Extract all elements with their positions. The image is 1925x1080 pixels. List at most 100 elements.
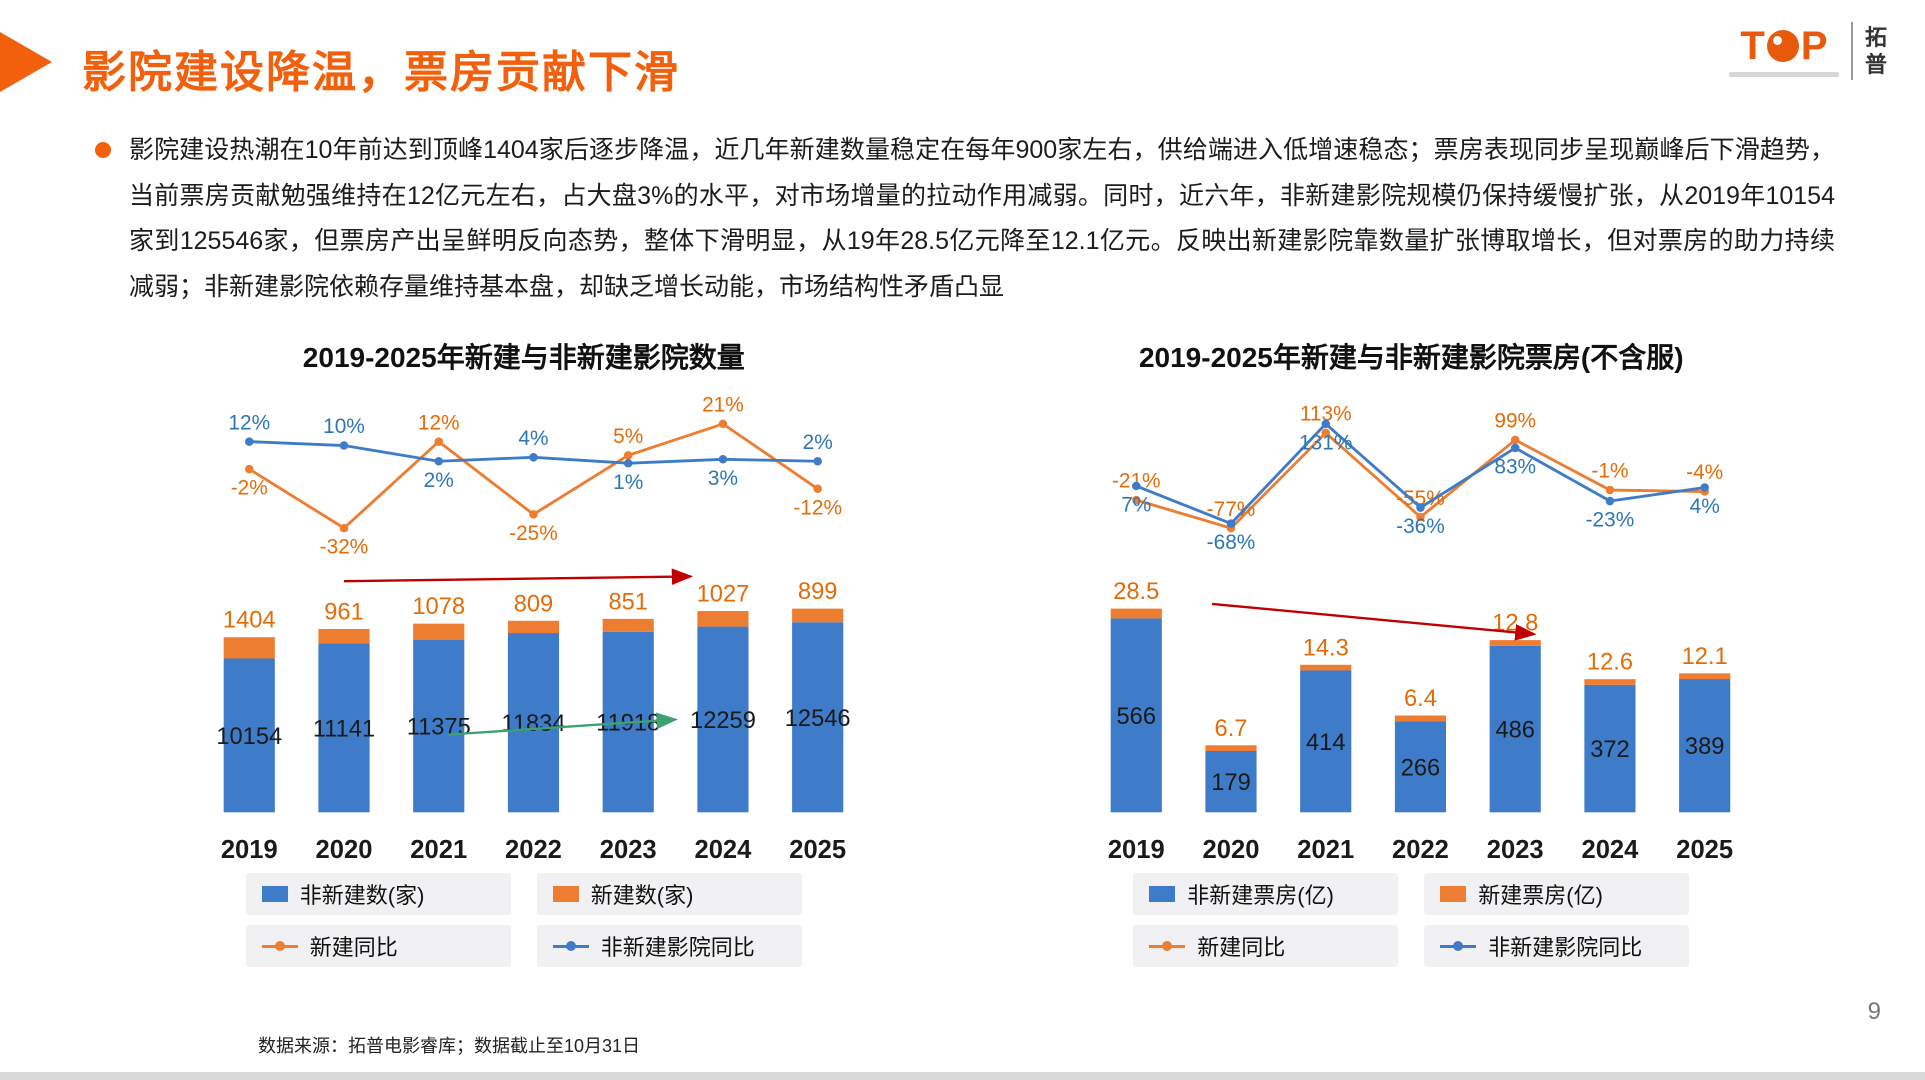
logo-wordmark: T P bbox=[1728, 23, 1839, 77]
bar-cap-value-label: 12.1 bbox=[1682, 644, 1728, 670]
legend-item-nonnew-count: 非新建数(家) bbox=[245, 873, 511, 916]
x-axis-year-label: 2025 bbox=[789, 836, 846, 864]
bar-cap-value-label: 6.7 bbox=[1215, 716, 1248, 742]
x-axis-year-label: 2020 bbox=[315, 836, 372, 864]
summary-bullet: 影院建设热潮在10年前达到顶峰1404家后逐步降温，近几年新建数量稳定在每年90… bbox=[95, 128, 1835, 310]
trend-arrow bbox=[343, 568, 693, 585]
legend-label: 新建同比 bbox=[309, 935, 398, 961]
slide-header: 影院建设降温，票房贡献下滑 T P 拓 普 bbox=[0, 0, 1925, 110]
boxoffice-chart-block: 2019-2025年新建与非新建影院票房(不含服) 566 28.5 2019 179… bbox=[998, 336, 1826, 968]
bar-cap-value-label: 1027 bbox=[696, 582, 749, 608]
yoy-percent-label: 4% bbox=[1690, 495, 1720, 518]
top-logo: T P 拓 普 bbox=[1728, 22, 1887, 80]
bar-value-label: 179 bbox=[1212, 770, 1252, 796]
bar-nonnew bbox=[412, 639, 465, 813]
blue-line-swatch-icon bbox=[552, 944, 589, 948]
yoy-percent-label: -77% bbox=[1207, 498, 1256, 521]
bar-nonnew bbox=[507, 633, 559, 813]
yoy-percent-label: 12% bbox=[418, 411, 460, 434]
yoy-point bbox=[1416, 512, 1425, 522]
logo-letter-t: T bbox=[1740, 23, 1765, 68]
yoy-percent-label: 2% bbox=[423, 469, 453, 492]
bar-value-label: 389 bbox=[1685, 734, 1725, 760]
yoy-percent-label: -68% bbox=[1207, 531, 1256, 554]
bar-nonnew bbox=[1584, 684, 1636, 813]
data-source-note: 数据来源：拓普电影睿库；数据截止至10月31日 bbox=[258, 1036, 641, 1056]
cinema-count-chart-block: 2019-2025年新建与非新建影院数量 10154 1404 2019 11141 9… bbox=[110, 336, 938, 968]
legend-label: 新建票房(亿) bbox=[1478, 883, 1603, 909]
legend-label: 新建数(家) bbox=[590, 883, 694, 909]
yoy-percent-label: -1% bbox=[1592, 460, 1629, 483]
logo-chinese-name: 拓 普 bbox=[1865, 24, 1887, 79]
yoy-percent-label: 131% bbox=[1299, 431, 1352, 454]
bar-value-label: 12259 bbox=[690, 708, 756, 734]
yoy-point bbox=[528, 453, 538, 462]
x-axis-year-label: 2019 bbox=[221, 836, 278, 864]
logo-divider bbox=[1850, 22, 1853, 80]
yoy-point bbox=[1605, 496, 1615, 506]
trend-arrow bbox=[447, 712, 678, 736]
bar-cap-value-label: 1404 bbox=[223, 608, 276, 634]
yoy-percent-label: 7% bbox=[1121, 494, 1151, 517]
bar-nonnew bbox=[318, 643, 370, 813]
bar-new bbox=[1489, 640, 1542, 646]
x-axis-year-label: 2022 bbox=[1392, 836, 1449, 864]
yoy-point bbox=[813, 456, 822, 466]
bar-nonnew bbox=[223, 658, 275, 813]
bar-value-label: 566 bbox=[1117, 704, 1157, 730]
x-axis-year-label: 2022 bbox=[505, 836, 562, 864]
yoy-percent-label: 2% bbox=[802, 431, 832, 454]
cinema-count-chart: 10154 1404 2019 11141 961 2020 11375 1078 2021 11… bbox=[216, 394, 850, 864]
yoy-point bbox=[718, 455, 727, 464]
bar-nonnew bbox=[1110, 618, 1163, 813]
legend-item-new-yoy: 新建同比 bbox=[1133, 925, 1399, 968]
yoy-point bbox=[434, 437, 443, 446]
bar-cap-value-label: 28.5 bbox=[1113, 579, 1159, 605]
legend-item-new-boxoffice: 新建票房(亿) bbox=[1424, 873, 1690, 916]
bar-cap-value-label: 6.4 bbox=[1404, 686, 1437, 712]
yoy-percent-label: -4% bbox=[1686, 461, 1723, 484]
bullet-dot-icon bbox=[95, 142, 111, 158]
yoy-point bbox=[623, 458, 633, 468]
logo-cn-char-1: 拓 bbox=[1864, 24, 1887, 50]
page-title: 影院建设降温，票房贡献下滑 bbox=[82, 48, 680, 97]
yoy-percent-label: 99% bbox=[1495, 410, 1537, 433]
yoy-point bbox=[1700, 483, 1710, 492]
bar-cap-value-label: 1078 bbox=[412, 594, 465, 620]
yoy-point bbox=[339, 441, 349, 450]
yoy-percent-label: 21% bbox=[702, 394, 744, 417]
bar-value-label: 372 bbox=[1590, 737, 1630, 763]
yoy-percent-label: -36% bbox=[1396, 515, 1445, 538]
yoy-point bbox=[244, 464, 254, 474]
yoy-point bbox=[244, 437, 254, 446]
yoy-percent-label: -21% bbox=[1112, 470, 1161, 493]
legend-label: 非新建票房(亿) bbox=[1187, 883, 1334, 909]
bar-value-label: 11141 bbox=[313, 716, 375, 742]
bars-layer: 10154 1404 2019 11141 961 2020 11375 1078 2021 11… bbox=[216, 579, 850, 864]
bar-nonnew bbox=[697, 626, 749, 813]
summary-text: 影院建设热潮在10年前达到顶峰1404家后逐步降温，近几年新建数量稳定在每年90… bbox=[129, 136, 1835, 301]
yoy-point bbox=[1321, 419, 1331, 429]
legend-label: 非新建影院同比 bbox=[600, 935, 755, 961]
bar-new bbox=[1679, 673, 1731, 680]
yoy-point bbox=[1132, 495, 1141, 505]
yoy-point bbox=[528, 510, 538, 519]
yoy-percent-label: -25% bbox=[509, 522, 558, 545]
x-axis-year-label: 2025 bbox=[1676, 836, 1733, 864]
orange-line-swatch-icon bbox=[1149, 944, 1186, 948]
chart-legend-right: 非新建票房(亿) 新建票房(亿) 新建同比 非新建影院同比 bbox=[998, 873, 1826, 968]
yoy-point bbox=[718, 419, 727, 429]
blue-line-swatch-icon bbox=[1440, 944, 1477, 948]
bar-value-label: 11834 bbox=[501, 711, 565, 737]
yoy-point bbox=[1132, 481, 1141, 491]
logo-tagline bbox=[1728, 71, 1839, 77]
logo-letter-p: P bbox=[1800, 23, 1828, 68]
bar-cap-value-label: 14.3 bbox=[1303, 635, 1349, 661]
bar-cap-value-label: 899 bbox=[798, 579, 838, 605]
legend-label: 新建同比 bbox=[1197, 935, 1286, 961]
legend-label: 非新建数(家) bbox=[299, 883, 425, 909]
bar-value-label: 11375 bbox=[406, 715, 470, 741]
blue-bar-swatch-icon bbox=[261, 886, 288, 903]
bar-new bbox=[697, 611, 749, 627]
